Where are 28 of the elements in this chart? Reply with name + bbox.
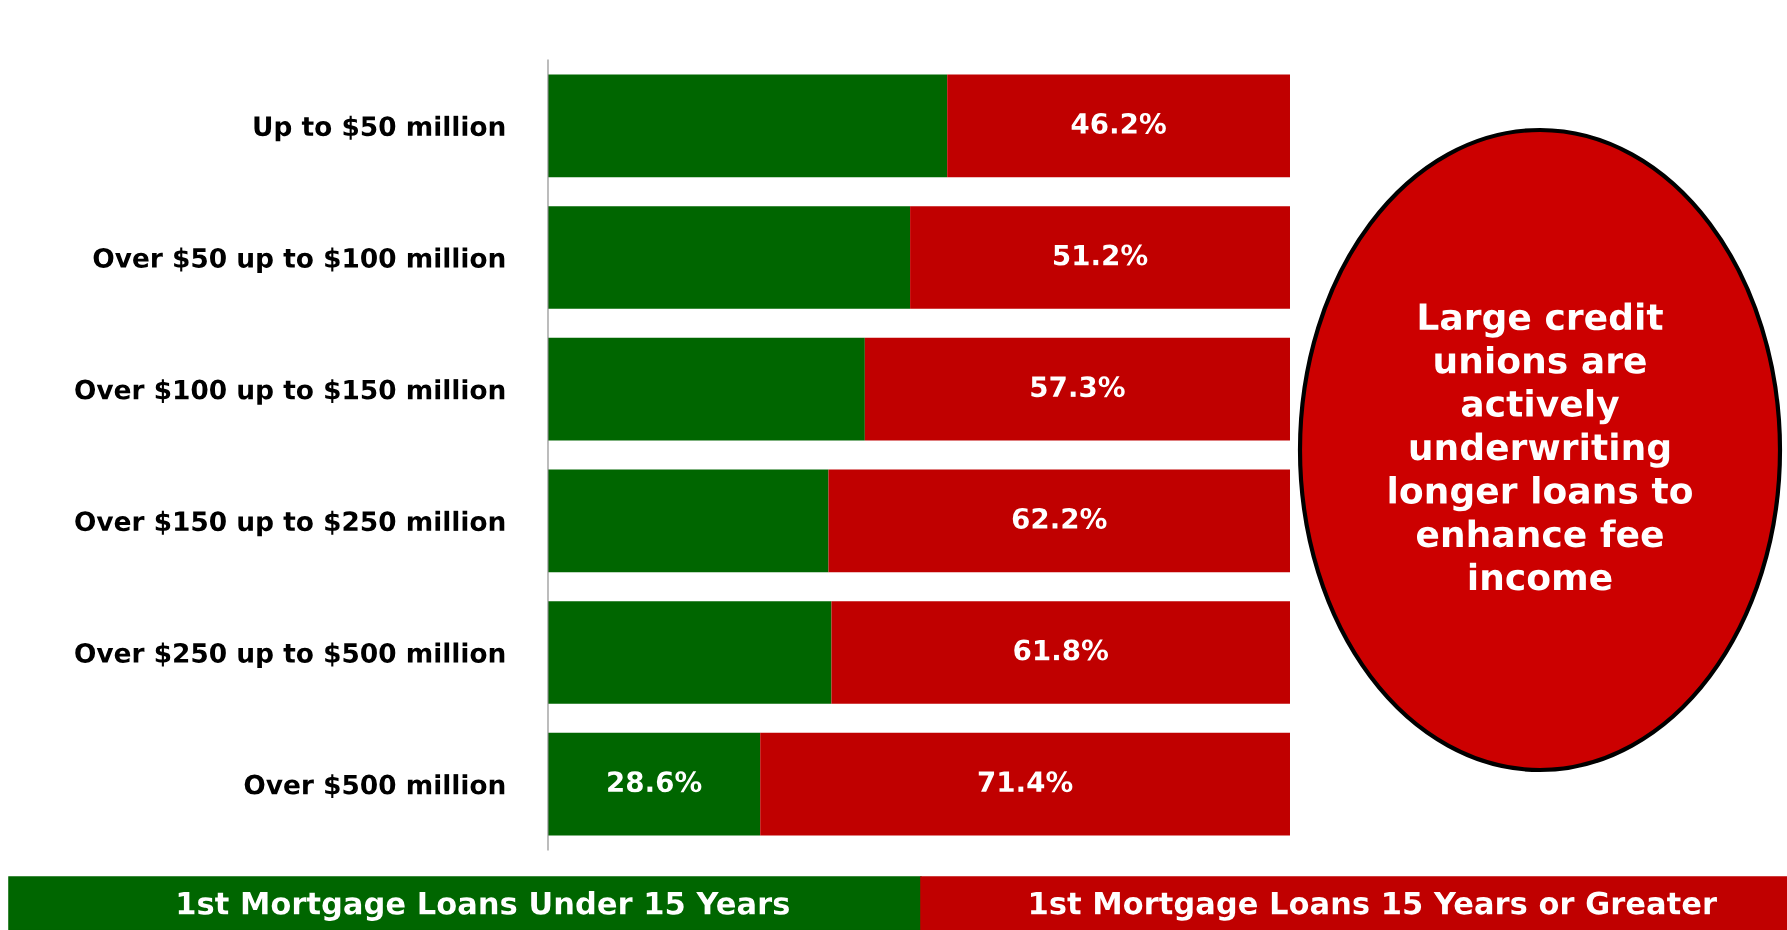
- bar: [864, 337, 1290, 441]
- y-tick-label: Over $50 up to $100 million: [93, 247, 505, 274]
- data-label: 46.2%: [1071, 112, 1166, 134]
- y-tick-label: Over $100 up to $150 million: [75, 379, 505, 405]
- bar: [910, 206, 1290, 309]
- bar: [947, 74, 1290, 178]
- y-tick-label: Over $150 up to $250 million: [75, 510, 505, 537]
- bar: [548, 469, 829, 573]
- bar: [548, 74, 948, 178]
- data-label: 71.4%: [978, 771, 1073, 793]
- bar: [831, 601, 1290, 704]
- bar: [548, 206, 911, 309]
- bar: [548, 732, 761, 836]
- series-label: 1st Mortgage Loans 15 Years or Greater: [1031, 891, 1717, 921]
- text: 1st Mortgage Loans Under 15 Years: [178, 891, 789, 921]
- y-tick-label: Up to $50 million: [254, 115, 505, 142]
- y-tick-label: Over $500 million: [244, 774, 505, 799]
- bar: [828, 469, 1290, 573]
- data-label: 61.8%: [1014, 639, 1109, 661]
- text: Large credit unions are actively underwriting longer loans to enhance fee income: [1389, 302, 1692, 591]
- data-label: 57.3%: [1031, 376, 1125, 398]
- bar: [548, 337, 865, 441]
- data-label: 51.2%: [1054, 244, 1148, 266]
- bar: [548, 601, 832, 704]
- bar: [760, 732, 1290, 836]
- data-label: 62.2%: [1012, 507, 1107, 529]
- data-label: 28.6%: [608, 771, 702, 793]
- y-tick-label: Over $250 up to $500 million: [75, 642, 505, 669]
